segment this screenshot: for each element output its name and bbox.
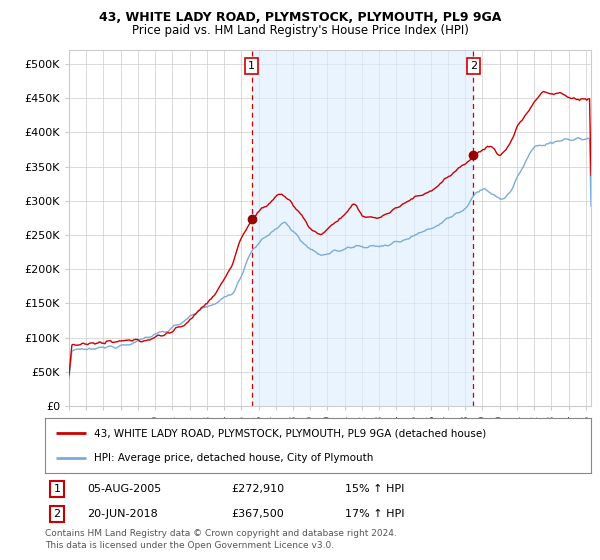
Text: 2: 2 — [53, 509, 61, 519]
Text: Contains HM Land Registry data © Crown copyright and database right 2024.: Contains HM Land Registry data © Crown c… — [45, 529, 397, 538]
Text: Price paid vs. HM Land Registry's House Price Index (HPI): Price paid vs. HM Land Registry's House … — [131, 24, 469, 37]
Text: 17% ↑ HPI: 17% ↑ HPI — [345, 509, 404, 519]
Text: 1: 1 — [53, 484, 61, 494]
Bar — [251, 50, 473, 406]
Text: 1: 1 — [248, 61, 255, 71]
Text: 2: 2 — [470, 61, 477, 71]
Text: 15% ↑ HPI: 15% ↑ HPI — [345, 484, 404, 494]
Text: This data is licensed under the Open Government Licence v3.0.: This data is licensed under the Open Gov… — [45, 541, 334, 550]
Text: 43, WHITE LADY ROAD, PLYMSTOCK, PLYMOUTH, PL9 9GA (detached house): 43, WHITE LADY ROAD, PLYMSTOCK, PLYMOUTH… — [94, 428, 487, 438]
Text: £367,500: £367,500 — [231, 509, 284, 519]
Text: 05-AUG-2005: 05-AUG-2005 — [87, 484, 161, 494]
Text: £272,910: £272,910 — [231, 484, 284, 494]
Text: 20-JUN-2018: 20-JUN-2018 — [87, 509, 158, 519]
Text: 43, WHITE LADY ROAD, PLYMSTOCK, PLYMOUTH, PL9 9GA: 43, WHITE LADY ROAD, PLYMSTOCK, PLYMOUTH… — [99, 11, 501, 24]
Text: HPI: Average price, detached house, City of Plymouth: HPI: Average price, detached house, City… — [94, 454, 374, 463]
